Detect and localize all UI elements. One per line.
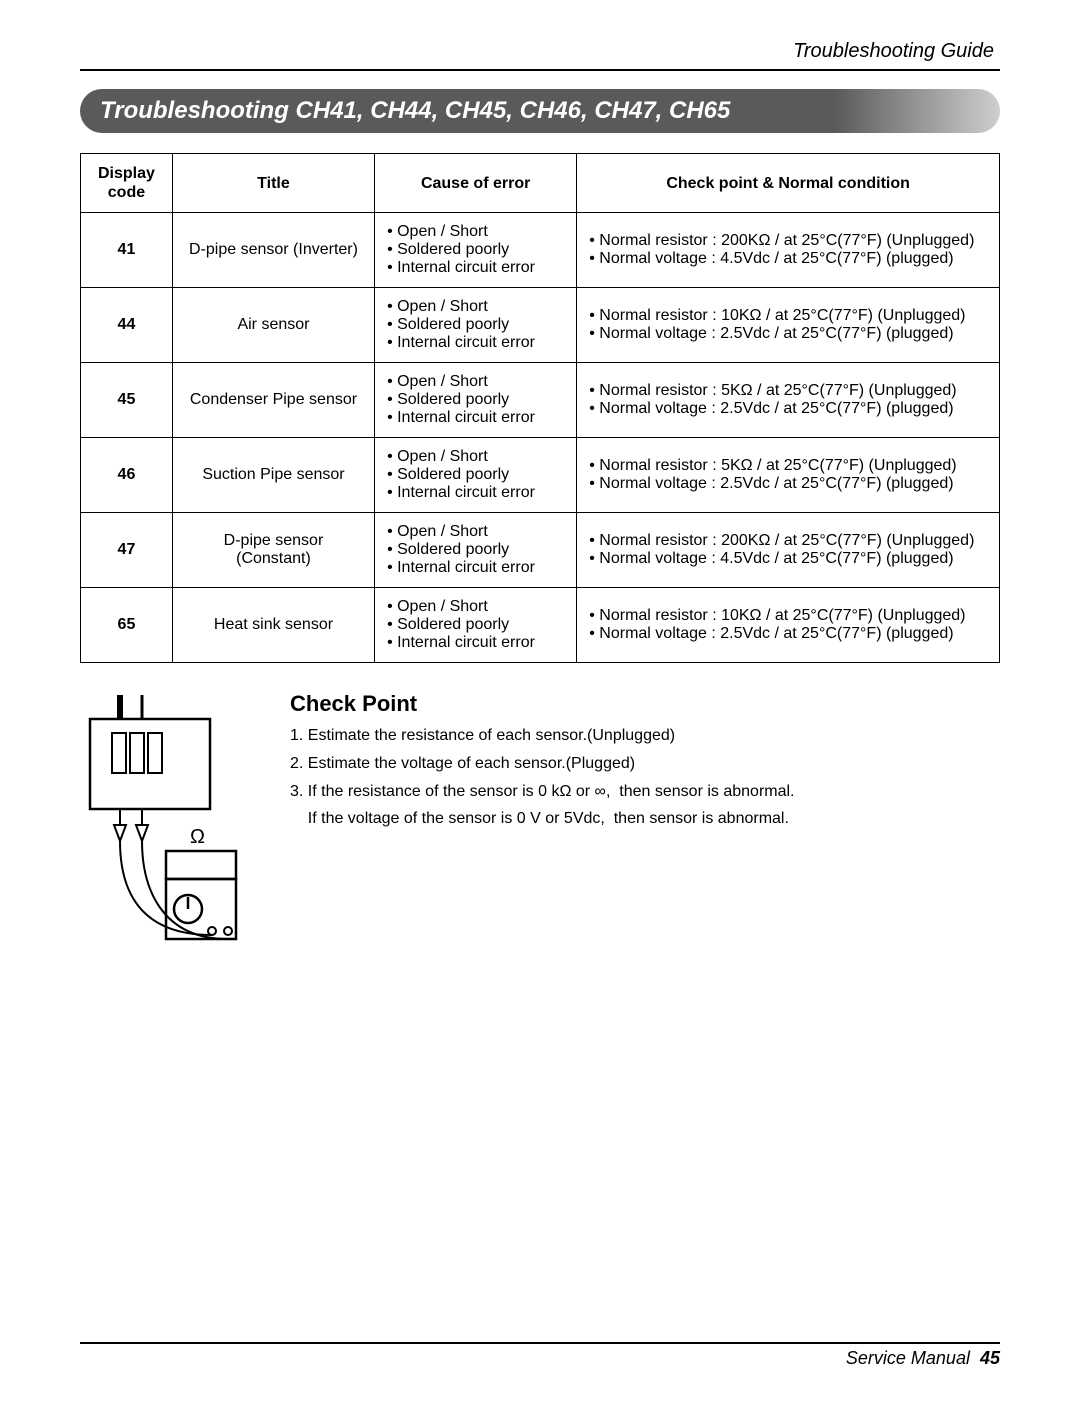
checkpoint-line: 2. Estimate the voltage of each sensor.(… [290,751,1000,777]
cause-item: Soldered poorly [387,316,564,334]
cause-item: Internal circuit error [387,259,564,277]
table-row: 44Air sensorOpen / ShortSoldered poorlyI… [81,288,1000,363]
th-check: Check point & Normal condition [577,154,1000,213]
cell-title: Heat sink sensor [172,588,374,663]
cell-check: Normal resistor : 10KΩ / at 25°C(77°F) (… [577,588,1000,663]
cause-item: Open / Short [387,223,564,241]
cell-display-code: 47 [81,513,173,588]
page-footer: Service Manual 45 [80,1342,1000,1369]
cell-title: Suction Pipe sensor [172,438,374,513]
cell-cause: Open / ShortSoldered poorlyInternal circ… [375,513,577,588]
header-rule [80,69,1000,71]
check-item: Normal voltage : 2.5Vdc / at 25°C(77°F) … [589,625,987,643]
cell-check: Normal resistor : 5KΩ / at 25°C(77°F) (U… [577,363,1000,438]
ohm-symbol: Ω [190,826,205,848]
checkpoint-section: Ω Check Point 1. Estimate the resistance… [80,691,1000,951]
checkpoint-line: 1. Estimate the resistance of each senso… [290,723,1000,749]
cause-item: Soldered poorly [387,466,564,484]
table-row: 45Condenser Pipe sensorOpen / ShortSolde… [81,363,1000,438]
cell-display-code: 46 [81,438,173,513]
checkpoint-heading: Check Point [290,691,1000,717]
cause-item: Internal circuit error [387,484,564,502]
check-item: Normal voltage : 2.5Vdc / at 25°C(77°F) … [589,475,987,493]
cell-title: Air sensor [172,288,374,363]
check-item: Normal resistor : 5KΩ / at 25°C(77°F) (U… [589,457,987,475]
cell-display-code: 41 [81,213,173,288]
diagram-svg: Ω [80,691,260,951]
table-header-row: Display code Title Cause of error Check … [81,154,1000,213]
cause-item: Open / Short [387,523,564,541]
multimeter-diagram: Ω [80,691,260,951]
check-item: Normal voltage : 2.5Vdc / at 25°C(77°F) … [589,400,987,418]
footer-label: Service Manual [846,1348,970,1368]
cell-title: Condenser Pipe sensor [172,363,374,438]
footer-page-number: 45 [980,1348,1000,1368]
check-item: Normal voltage : 4.5Vdc / at 25°C(77°F) … [589,550,987,568]
cause-item: Open / Short [387,298,564,316]
cell-cause: Open / ShortSoldered poorlyInternal circ… [375,288,577,363]
cell-display-code: 45 [81,363,173,438]
cell-cause: Open / ShortSoldered poorlyInternal circ… [375,588,577,663]
error-code-table: Display code Title Cause of error Check … [80,153,1000,663]
cause-item: Soldered poorly [387,241,564,259]
table-row: 41D-pipe sensor (Inverter)Open / ShortSo… [81,213,1000,288]
check-item: Normal voltage : 4.5Vdc / at 25°C(77°F) … [589,250,987,268]
cause-item: Internal circuit error [387,409,564,427]
cell-check: Normal resistor : 200KΩ / at 25°C(77°F) … [577,213,1000,288]
check-item: Normal resistor : 5KΩ / at 25°C(77°F) (U… [589,382,987,400]
check-item: Normal resistor : 10KΩ / at 25°C(77°F) (… [589,607,987,625]
cell-check: Normal resistor : 5KΩ / at 25°C(77°F) (U… [577,438,1000,513]
cause-item: Open / Short [387,373,564,391]
cell-check: Normal resistor : 10KΩ / at 25°C(77°F) (… [577,288,1000,363]
cell-cause: Open / ShortSoldered poorlyInternal circ… [375,363,577,438]
cell-cause: Open / ShortSoldered poorlyInternal circ… [375,438,577,513]
th-cause: Cause of error [375,154,577,213]
check-item: Normal resistor : 200KΩ / at 25°C(77°F) … [589,532,987,550]
cell-display-code: 44 [81,288,173,363]
footer-rule [80,1342,1000,1344]
cell-cause: Open / ShortSoldered poorlyInternal circ… [375,213,577,288]
cause-item: Internal circuit error [387,634,564,652]
checkpoint-line: If the voltage of the sensor is 0 V or 5… [290,806,1000,832]
cell-display-code: 65 [81,588,173,663]
header-label: Troubleshooting Guide [80,40,1000,63]
cause-item: Soldered poorly [387,391,564,409]
table-row: 65Heat sink sensorOpen / ShortSoldered p… [81,588,1000,663]
cause-item: Soldered poorly [387,541,564,559]
cause-item: Internal circuit error [387,559,564,577]
th-display-code: Display code [81,154,173,213]
table-row: 46Suction Pipe sensorOpen / ShortSoldere… [81,438,1000,513]
checkpoint-line: 3. If the resistance of the sensor is 0 … [290,779,1000,805]
check-item: Normal resistor : 10KΩ / at 25°C(77°F) (… [589,307,987,325]
check-item: Normal resistor : 200KΩ / at 25°C(77°F) … [589,232,987,250]
th-title: Title [172,154,374,213]
cause-item: Open / Short [387,448,564,466]
section-banner: Troubleshooting CH41, CH44, CH45, CH46, … [80,89,1000,133]
cell-check: Normal resistor : 200KΩ / at 25°C(77°F) … [577,513,1000,588]
table-row: 47D-pipe sensor (Constant)Open / ShortSo… [81,513,1000,588]
cause-item: Soldered poorly [387,616,564,634]
cell-title: D-pipe sensor (Constant) [172,513,374,588]
check-item: Normal voltage : 2.5Vdc / at 25°C(77°F) … [589,325,987,343]
cause-item: Internal circuit error [387,334,564,352]
checkpoint-text: Check Point 1. Estimate the resistance o… [290,691,1000,951]
cause-item: Open / Short [387,598,564,616]
cell-title: D-pipe sensor (Inverter) [172,213,374,288]
